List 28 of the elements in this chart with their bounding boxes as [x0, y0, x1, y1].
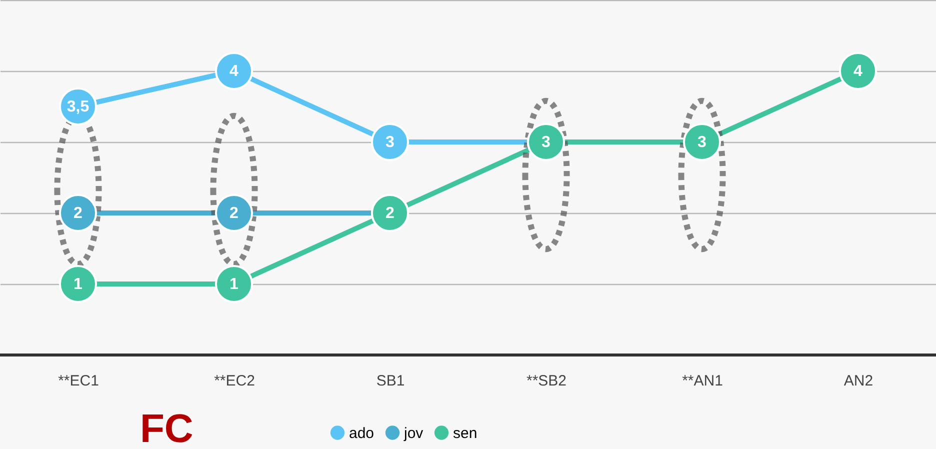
data-label: 1	[230, 276, 239, 293]
point	[214, 194, 254, 232]
point	[58, 265, 98, 303]
data-label: 2	[386, 205, 395, 222]
x-tick-label: SB1	[376, 372, 405, 390]
data-label: 4	[854, 63, 863, 80]
data-label: 3	[542, 134, 551, 151]
legend-label: ado	[349, 424, 374, 442]
data-label: 3,5	[66, 98, 90, 116]
data-label: 3	[698, 134, 707, 151]
legend-label: jov	[403, 424, 424, 442]
point	[370, 123, 410, 161]
data-label: 2	[74, 205, 83, 222]
point	[838, 52, 878, 90]
data-label: 1	[74, 276, 83, 293]
x-tick-label: **EC2	[214, 372, 255, 390]
data-label: 2	[230, 205, 239, 222]
x-tick-label: **AN1	[682, 372, 723, 390]
x-tick-label: AN2	[844, 372, 874, 390]
point	[214, 52, 254, 90]
data-label: 4	[230, 63, 239, 80]
x-tick-label: **EC1	[58, 372, 99, 390]
x-tick-label: **SB2	[526, 372, 567, 390]
text: FC	[140, 407, 194, 449]
point	[682, 123, 722, 161]
point	[214, 265, 254, 303]
legend-label: sen	[453, 424, 478, 442]
data-label: 3	[386, 134, 395, 151]
